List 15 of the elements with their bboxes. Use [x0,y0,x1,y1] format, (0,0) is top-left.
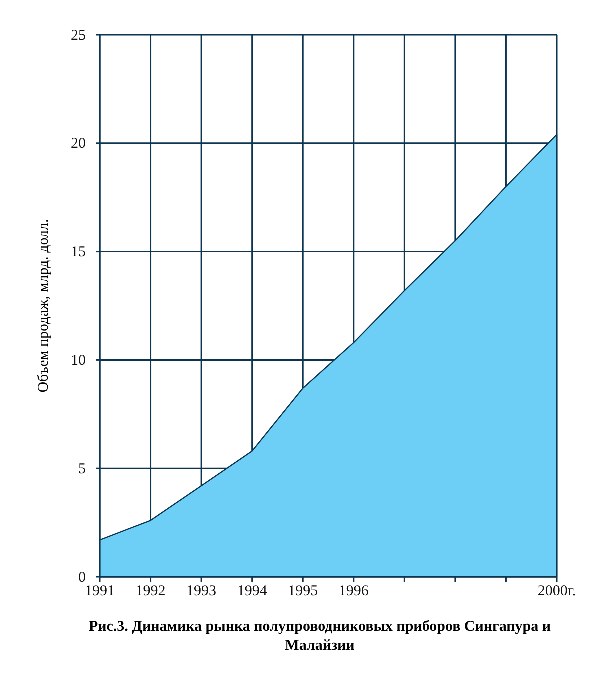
y-tick-label: 0 [78,570,86,586]
x-tick-label: 1996 [338,584,370,600]
y-tick-label: 15 [71,244,86,261]
x-tick-label: 1991 [85,584,115,600]
y-tick-label: 10 [71,353,86,369]
y-tick-label: 5 [78,461,86,478]
x-tick-label: 1993 [186,584,217,600]
text: Рис.3. Динамика рынка полупроводниковых приборов Сингапура и Малайзии [88,618,552,656]
y-tick-label: 20 [71,136,86,152]
x-tick-label: 1995 [288,584,318,600]
x-tick-label: 2000г. [538,584,576,600]
x-tick-label: 1994 [237,584,268,600]
x-tick-label: 1992 [136,584,166,600]
y-axis-title: Объем продаж, млрд. долл. [36,219,52,393]
y-tick-label: 25 [71,28,86,44]
